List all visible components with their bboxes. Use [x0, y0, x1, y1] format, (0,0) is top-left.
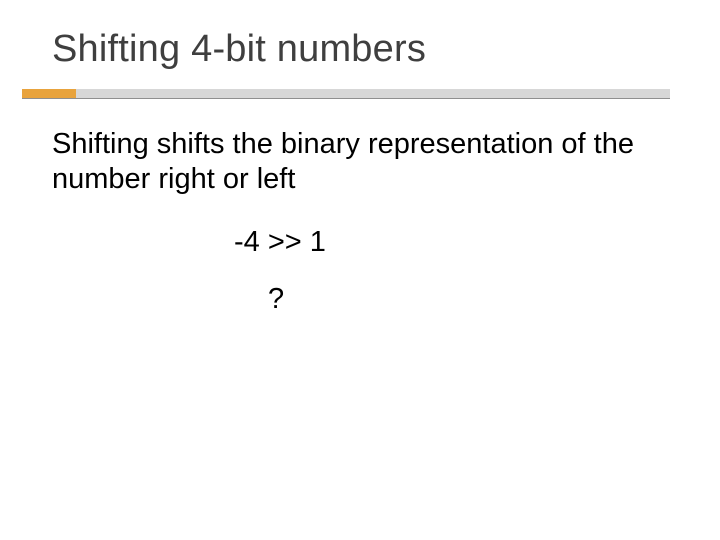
question-mark: ? [52, 283, 680, 316]
slide: Shifting 4-bit numbers Shifting shifts t… [0, 0, 720, 540]
slide-body: Shifting shifts the binary representatio… [0, 127, 720, 316]
slide-title: Shifting 4-bit numbers [0, 28, 720, 71]
rule-underline [22, 98, 670, 99]
title-rule [0, 89, 720, 99]
shift-expression: -4 >> 1 [52, 226, 680, 259]
body-paragraph: Shifting shifts the binary representatio… [52, 127, 680, 198]
